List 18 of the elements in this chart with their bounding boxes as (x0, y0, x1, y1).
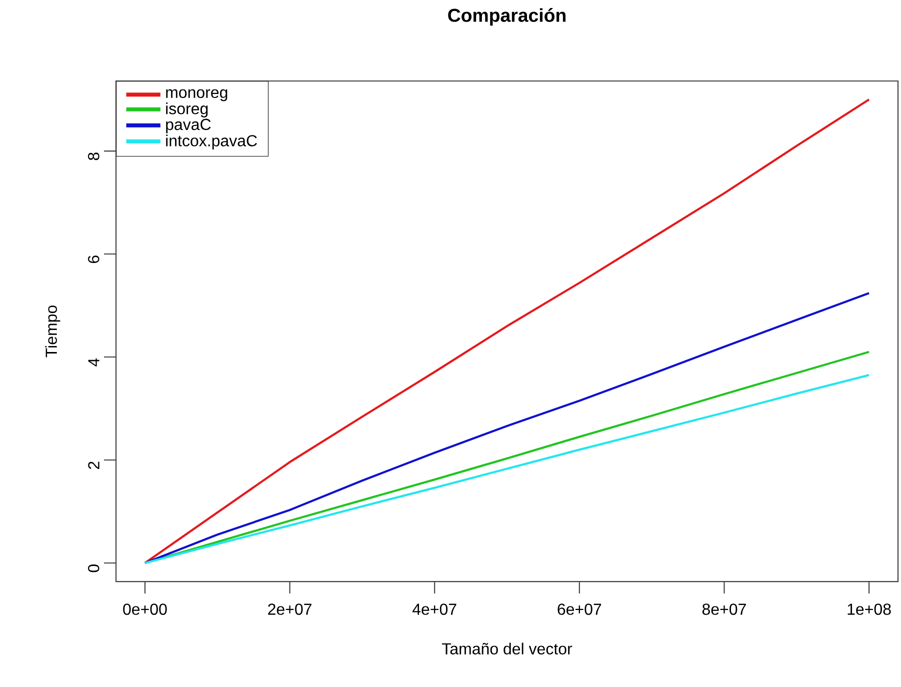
x-tick-label: 0e+00 (123, 604, 167, 615)
legend-label: pavaC (166, 118, 211, 134)
legend-label: monoreg (166, 89, 228, 102)
legend-label: isoreg (166, 102, 208, 118)
y-tick-label: 0 (88, 564, 100, 572)
x-axis-title: Tamaño del vector (442, 642, 572, 654)
y-tick-label: 8 (88, 152, 100, 160)
y-tick-label: 2 (88, 462, 100, 469)
x-tick-label: 8e+07 (702, 604, 746, 615)
x-tick-label: 4e+07 (412, 604, 456, 615)
y-tick-label: 4 (88, 358, 100, 366)
x-tick-label: 1e+08 (848, 604, 891, 615)
y-tick-label: 6 (88, 256, 100, 263)
y-axis-title: Tiempo (45, 306, 60, 358)
x-tick-label: 2e+07 (268, 604, 312, 615)
legend-label: intcox.pavaC (166, 134, 257, 150)
chart-title: Comparación (448, 8, 566, 26)
x-tick-label: 6e+07 (558, 604, 602, 615)
